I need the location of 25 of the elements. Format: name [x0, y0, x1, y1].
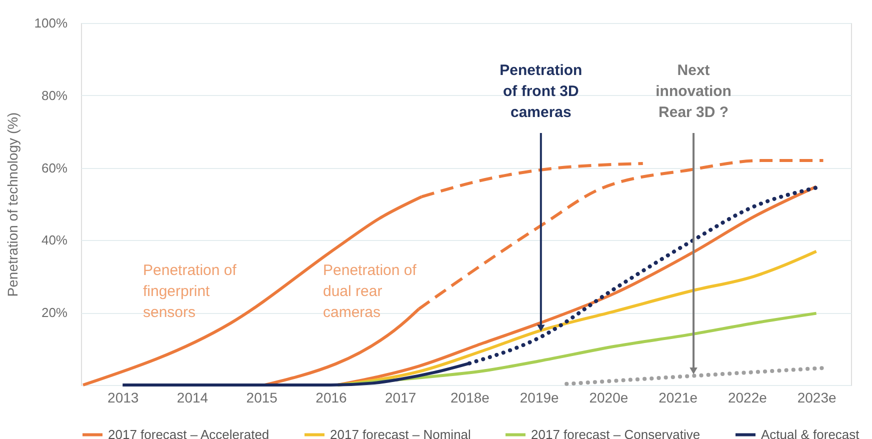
- x-tick-label: 2016: [316, 390, 348, 406]
- legend-label: 2017 forecast – Accelerated: [108, 426, 270, 439]
- y-tick-label: 20%: [41, 305, 68, 320]
- legend-label: Actual & forecast: [761, 426, 860, 439]
- annotation: Next innovation Rear 3D ?: [656, 62, 732, 121]
- y-tick-label: 60%: [41, 160, 68, 176]
- x-tick-label: 2020e: [589, 390, 628, 406]
- y-tick-label: 40%: [41, 232, 68, 248]
- legend-label: 2017 forecast – Nominal: [330, 426, 472, 439]
- x-tick-label: 2019e: [520, 390, 560, 406]
- y-axis-title: Penetration of technology (%): [4, 112, 20, 297]
- x-tick-label: 2014: [176, 390, 208, 406]
- y-tick-label: 100%: [34, 16, 68, 30]
- annotation: Penetration of fingerprint sensors: [143, 262, 238, 321]
- legend-label: 2017 forecast – Conservative: [531, 426, 700, 439]
- x-tick-label: 2021e: [658, 390, 698, 406]
- x-tick-label: 2013: [108, 390, 139, 406]
- x-tick-label: 2022e: [728, 390, 768, 406]
- annotation: Penetration of front 3D cameras: [500, 62, 582, 121]
- x-tick-label: 2015: [246, 390, 278, 406]
- y-tick-label: 80%: [41, 88, 68, 103]
- annotation: Penetration of dual rear cameras: [323, 262, 418, 321]
- x-tick-label: 2023e: [797, 390, 836, 406]
- x-tick-label: 2018e: [450, 390, 490, 406]
- x-tick-label: 2017: [385, 390, 416, 406]
